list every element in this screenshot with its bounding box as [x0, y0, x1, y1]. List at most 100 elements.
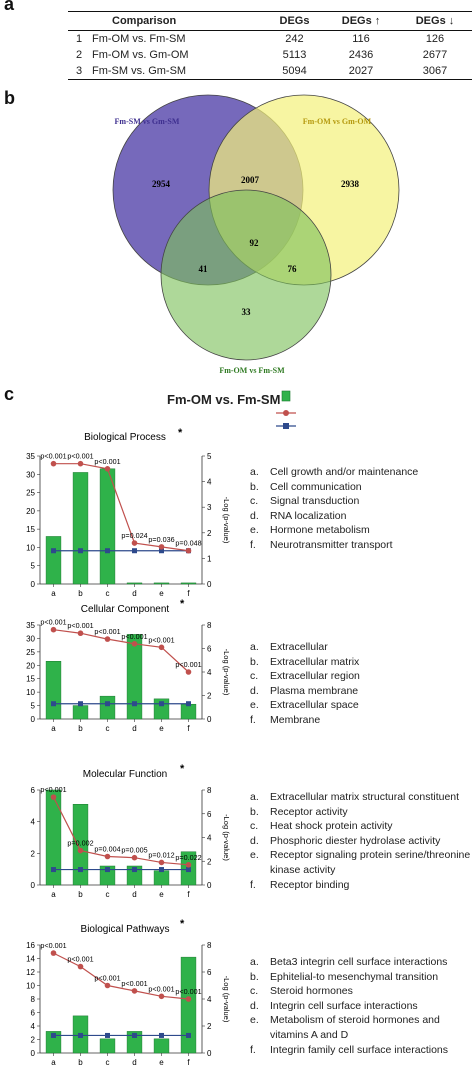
threshold-point [159, 548, 164, 554]
threshold-point [132, 1032, 137, 1038]
x-tick-label: d [132, 1058, 136, 1067]
legend-threshold-marker [283, 423, 289, 429]
chart-molecular-function: Molecular Function * 0 2 4 6 0 2 4 6 8 -Log (p-va… [31, 763, 231, 899]
list-item: b. Cell communication [250, 480, 362, 493]
pvalue-label: p<0.001 [121, 979, 147, 988]
chart-category-list: a. Beta3 integrin cell surface interactio… [250, 955, 474, 1057]
list-item: e. Extracellular space [250, 699, 359, 712]
pvalue-point [158, 544, 165, 550]
y-tick-label: 5 [31, 562, 36, 571]
bar [99, 695, 116, 720]
category-description: Plasma membrane [270, 684, 359, 697]
list-item: f. Membrane [250, 713, 321, 726]
x-tick-label: c [106, 724, 110, 733]
venn-count-abc: 92 [250, 238, 260, 248]
y2-tick-label: 0 [207, 881, 212, 890]
y-tick-label: 20 [26, 507, 35, 516]
table-row: 3 Fm-SM vs. Gm-SM 5094 2027 3067 [68, 63, 472, 80]
x-tick-label: a [51, 724, 56, 733]
y-tick-label: 2 [31, 849, 36, 858]
category-description: Extracellular matrix structural constitu… [270, 791, 460, 803]
threshold-point [105, 548, 110, 554]
pvalue-point [77, 847, 84, 854]
table-cell: 2 [75, 49, 83, 61]
bar [153, 1038, 170, 1054]
panel-label-a: a [4, 0, 15, 14]
threshold-point [186, 1032, 191, 1038]
venn-count-fm-om-gm-om-only: 2938 [341, 179, 360, 189]
list-item: c. Signal transduction [250, 495, 360, 508]
pvalue-point [158, 859, 165, 866]
venn-circle-fm-om-fm-sm [160, 189, 332, 361]
pvalue-label: p<0.001 [67, 955, 93, 964]
list-item: e. Receptor signaling protein serine/thre… [250, 848, 474, 877]
y2-tick-label: 5 [207, 452, 212, 461]
pvalue-label: p<0.001 [175, 660, 201, 669]
table-header-degs: DEGs [264, 11, 325, 31]
x-tick-label: a [51, 1058, 56, 1067]
y2-tick-label: 0 [207, 1049, 212, 1058]
pvalue-point [131, 641, 138, 647]
pvalue-label: p<0.001 [148, 635, 174, 644]
category-description: RNA localization [270, 509, 347, 522]
pvalue-label: p<0.001 [121, 632, 147, 641]
pvalue-point [104, 853, 111, 860]
pvalue-label: p<0.001 [94, 627, 120, 636]
threshold-point [51, 867, 56, 873]
threshold-point [105, 701, 110, 707]
threshold-point [51, 1032, 56, 1038]
y-tick-label: 16 [26, 941, 35, 950]
threshold-point [132, 867, 137, 873]
threshold-point [159, 1032, 164, 1038]
category-description: Phosphoric diester hydrolase activity [270, 834, 441, 847]
category-description: Cell growth and/or maintenance [270, 466, 419, 478]
bar [153, 582, 170, 585]
y-tick-label: 15 [26, 525, 35, 534]
list-item: f. Neurotransmitter transport [250, 538, 393, 551]
x-tick-label: e [159, 589, 164, 598]
pvalue-label: p=0.036 [148, 535, 174, 544]
panel-c-legend [276, 390, 296, 429]
chart-title: Cellular Component [81, 604, 170, 615]
table-cell: Fm-SM vs. Gm-SM [90, 63, 265, 80]
y2-tick-label: 4 [207, 668, 212, 677]
y-tick-label: 8 [31, 995, 36, 1004]
y2-axis-label: -Log (p-value) [222, 976, 231, 1023]
pvalue-label: p<0.001 [148, 984, 174, 993]
x-tick-label: f [187, 890, 190, 899]
x-tick-label: b [78, 1058, 83, 1067]
venn-count-fm-sm-gm-sm-only: 2954 [152, 179, 171, 189]
bar [99, 468, 116, 585]
threshold-point [78, 1032, 83, 1038]
category-description: Extracellular [270, 641, 328, 653]
x-tick-label: c [106, 1058, 110, 1067]
degs-table: Comparison DEGs DEGs ↑ DEGs ↓ 1 Fm-OM vs… [68, 11, 472, 80]
pvalue-point [185, 862, 192, 868]
category-description: Extracellular matrix [270, 655, 360, 668]
category-description: Signal transduction [270, 495, 360, 508]
y2-tick-label: 2 [207, 529, 212, 538]
chart-biological-process: Biological Process * 0 5 10 15 20 25 30 35 0 1 2 3 4… [26, 427, 231, 598]
table-header-index [68, 11, 90, 31]
list-item: c. Heat shock protein activity [250, 820, 393, 833]
y-tick-label: 20 [26, 661, 35, 670]
category-description: Hormone metabolism [270, 524, 370, 537]
x-tick-label: e [159, 890, 164, 899]
y-tick-label: 35 [26, 621, 35, 630]
category-description: Ephitelial-to mesenchymal transition [270, 970, 439, 983]
venn-label-fm-om-fm-sm: Fm-OM vs Fm-SM [219, 366, 285, 375]
pvalue-line [53, 629, 189, 673]
bar [72, 472, 89, 585]
chart-title: Molecular Function [83, 769, 167, 780]
list-item: b. Receptor activity [250, 805, 348, 818]
category-description: Receptor signaling protein serine/threon… [270, 849, 471, 876]
bar [180, 956, 197, 1054]
y2-tick-label: 4 [207, 834, 212, 843]
list-item: d. Phosphoric diester hydrolase activity [250, 834, 441, 847]
x-tick-label: b [78, 724, 83, 733]
table-cell: 3067 [398, 63, 472, 80]
bar [153, 870, 170, 886]
list-item: f. Integrin family cell surface interacti… [250, 1043, 448, 1056]
list-item: e. Metabolism of steroid hormones and vit… [250, 1013, 474, 1042]
y2-tick-label: 6 [207, 810, 212, 819]
